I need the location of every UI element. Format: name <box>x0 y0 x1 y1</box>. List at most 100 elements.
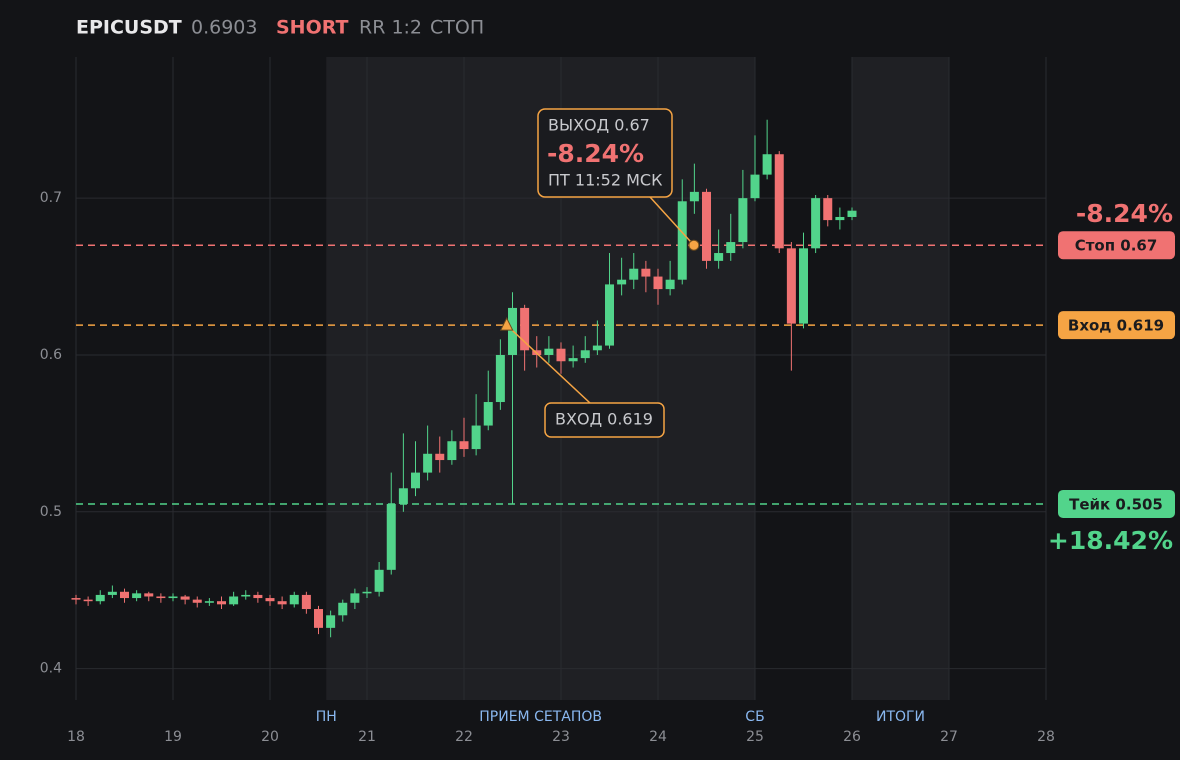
candle-body <box>326 615 336 628</box>
candle-body <box>823 198 833 221</box>
side: SHORT <box>276 17 349 39</box>
y-tick-label: 0.6 <box>40 347 62 363</box>
candle-body <box>253 594 263 599</box>
day-marker-label: СБ <box>745 709 764 725</box>
candle-body <box>241 594 251 597</box>
candle-body <box>447 441 457 461</box>
exit-leader <box>649 196 695 246</box>
candle-body <box>689 191 699 202</box>
exit-title: ВЫХОД 0.67 <box>548 116 650 135</box>
candle-body <box>168 596 178 599</box>
candle-body <box>362 591 372 594</box>
level-tag <box>1058 231 1175 260</box>
candle-body <box>265 598 275 602</box>
candle-body <box>835 216 845 221</box>
level-label: Стоп 0.67 <box>1075 237 1158 255</box>
candle-body <box>192 599 202 603</box>
candle-body <box>847 210 857 217</box>
candle-body <box>786 248 796 324</box>
x-tick-label: 21 <box>358 729 376 745</box>
x-tick-label: 22 <box>455 729 473 745</box>
candle-body <box>107 591 117 595</box>
candle-body <box>120 591 129 599</box>
candle-body <box>568 358 578 362</box>
entry-text: ВХОД 0.619 <box>555 410 653 429</box>
candle-body <box>459 441 469 450</box>
level-result: -8.24% <box>1076 199 1173 228</box>
candle-body <box>762 154 772 175</box>
candle-body <box>301 594 311 610</box>
candle-body <box>495 354 505 403</box>
level-label: Вход 0.619 <box>1068 317 1164 335</box>
candle-body <box>95 594 105 602</box>
x-tick-label: 25 <box>746 729 764 745</box>
price: 0.6903 <box>191 17 257 39</box>
x-tick-label: 26 <box>843 729 861 745</box>
entry-marker <box>499 317 514 331</box>
candle-body <box>714 253 724 261</box>
candle-body <box>520 307 530 351</box>
candle-body <box>726 242 736 254</box>
candle-body <box>132 593 142 599</box>
exit-time: ПТ 11:52 МСК <box>548 171 663 190</box>
level-tag <box>1058 489 1175 518</box>
session-label: ИТОГИ <box>876 709 925 725</box>
candle-body <box>544 348 554 355</box>
candle-body <box>629 268 639 280</box>
candle-body <box>83 599 93 602</box>
candle-body <box>653 276 663 290</box>
candle-body <box>750 174 760 199</box>
candle-body <box>350 593 360 603</box>
candle-body <box>811 198 821 249</box>
candle-body <box>411 472 420 489</box>
candle-body <box>774 154 784 249</box>
candle-body <box>289 594 299 605</box>
candle-body <box>229 596 239 605</box>
risk-reward: RR 1:2 <box>359 17 422 39</box>
x-tick-label: 28 <box>1037 729 1055 745</box>
entry-leader <box>506 324 591 404</box>
candle-body <box>71 598 81 600</box>
candle-body <box>314 609 323 628</box>
candle-body <box>374 569 384 592</box>
level-result: +18.42% <box>1048 526 1173 555</box>
x-tick-label: 19 <box>164 729 182 745</box>
status: СТОП <box>430 17 484 39</box>
x-tick-label: 24 <box>649 729 667 745</box>
candle-body <box>156 596 166 599</box>
candle-body <box>483 402 493 426</box>
candle-body <box>180 596 190 600</box>
candle-body <box>204 601 214 603</box>
candle-body <box>665 279 675 290</box>
candle-body <box>423 453 433 473</box>
candle-body <box>702 191 711 261</box>
candle-body <box>144 593 154 597</box>
x-tick-label: 27 <box>940 729 958 745</box>
level-tag <box>1058 311 1175 340</box>
candle-body <box>435 453 445 461</box>
exit-result: -8.24% <box>547 139 644 168</box>
y-tick-label: 0.5 <box>40 504 62 520</box>
candle-body <box>677 201 687 280</box>
candle-body <box>338 602 348 616</box>
candle-body <box>556 348 566 362</box>
candle-body <box>617 279 627 285</box>
candle-body <box>277 601 287 605</box>
session-band <box>852 57 949 700</box>
x-tick-label: 20 <box>261 729 279 745</box>
exit-box <box>537 108 673 198</box>
symbol: EPICUSDT <box>76 17 182 39</box>
exit-marker <box>688 239 700 251</box>
session-label: ПРИЕМ СЕТАПОВ <box>479 709 602 725</box>
day-marker-label: ПН <box>316 709 337 725</box>
x-tick-label: 18 <box>67 729 85 745</box>
candle-body <box>471 425 481 450</box>
x-tick-label: 23 <box>552 729 570 745</box>
candle-body <box>592 345 602 351</box>
candle-body <box>386 503 396 570</box>
candle-body <box>738 198 748 243</box>
y-tick-label: 0.7 <box>40 190 62 206</box>
candle-body <box>217 601 226 605</box>
candle-body <box>580 350 590 359</box>
